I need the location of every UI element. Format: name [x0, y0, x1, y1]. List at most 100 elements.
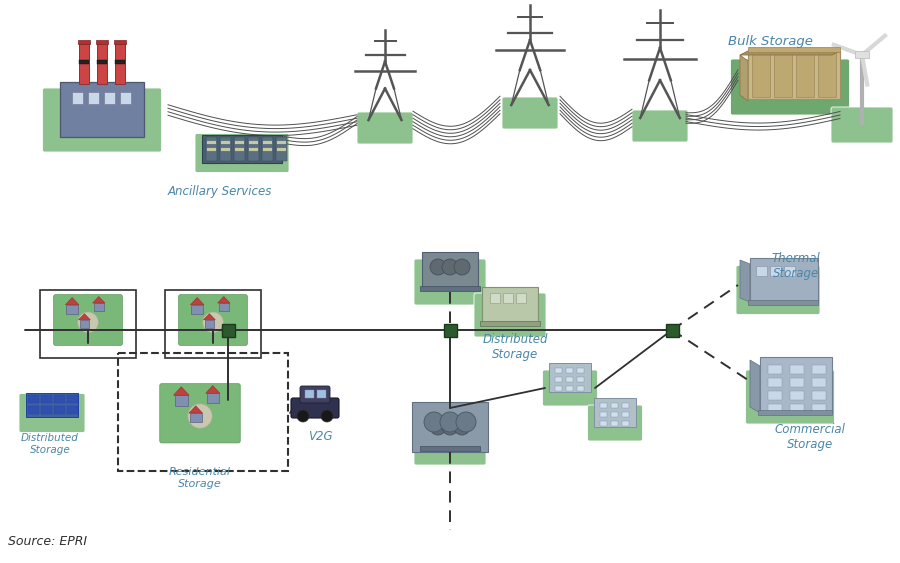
- Circle shape: [454, 419, 470, 435]
- Bar: [207, 141, 216, 144]
- Bar: [219, 303, 229, 311]
- Bar: [768, 365, 782, 374]
- Bar: [855, 51, 869, 58]
- FancyBboxPatch shape: [502, 97, 558, 129]
- FancyBboxPatch shape: [19, 394, 85, 432]
- Circle shape: [77, 312, 98, 333]
- Bar: [784, 266, 795, 276]
- Bar: [577, 368, 584, 373]
- Text: Residential
Storage: Residential Storage: [169, 467, 231, 489]
- Bar: [165, 290, 261, 358]
- Text: Commercial
Storage: Commercial Storage: [775, 423, 845, 451]
- Bar: [115, 42, 125, 84]
- Bar: [317, 390, 326, 398]
- Bar: [67, 305, 78, 314]
- Bar: [750, 258, 818, 302]
- Circle shape: [456, 412, 476, 432]
- Bar: [221, 148, 230, 150]
- Bar: [78, 40, 90, 44]
- Bar: [480, 321, 540, 326]
- Bar: [420, 446, 480, 451]
- Text: Ancillary Services: Ancillary Services: [167, 185, 272, 198]
- Bar: [220, 137, 231, 161]
- Bar: [622, 403, 629, 408]
- Bar: [221, 141, 230, 144]
- Bar: [482, 287, 538, 323]
- Bar: [566, 386, 573, 391]
- Bar: [412, 402, 488, 452]
- Bar: [277, 148, 286, 150]
- Bar: [54, 395, 65, 403]
- Bar: [600, 421, 607, 426]
- Polygon shape: [191, 297, 204, 305]
- Bar: [72, 92, 83, 104]
- Text: Distributed
Storage: Distributed Storage: [21, 433, 79, 454]
- Bar: [812, 404, 826, 413]
- Bar: [276, 137, 287, 161]
- Bar: [94, 303, 104, 311]
- Bar: [555, 368, 562, 373]
- Bar: [207, 148, 216, 150]
- Bar: [812, 391, 826, 400]
- Bar: [96, 40, 108, 44]
- FancyBboxPatch shape: [736, 266, 820, 315]
- Bar: [249, 148, 258, 150]
- Circle shape: [442, 419, 458, 435]
- Polygon shape: [740, 51, 840, 55]
- Polygon shape: [93, 297, 105, 303]
- Bar: [190, 413, 202, 422]
- FancyBboxPatch shape: [160, 383, 240, 443]
- Text: Thermal
Storage: Thermal Storage: [771, 252, 821, 280]
- Bar: [555, 386, 562, 391]
- Bar: [422, 252, 478, 288]
- Bar: [594, 398, 636, 427]
- Bar: [263, 141, 272, 144]
- Bar: [234, 137, 245, 161]
- Polygon shape: [740, 260, 750, 302]
- FancyBboxPatch shape: [831, 107, 893, 143]
- Bar: [748, 47, 840, 52]
- Bar: [566, 377, 573, 382]
- Circle shape: [297, 410, 309, 422]
- Bar: [115, 60, 125, 64]
- Bar: [204, 320, 214, 328]
- Bar: [422, 412, 478, 448]
- Bar: [192, 305, 202, 314]
- Circle shape: [424, 412, 444, 432]
- Bar: [120, 92, 131, 104]
- Bar: [768, 404, 782, 413]
- Bar: [175, 395, 188, 406]
- Bar: [790, 365, 804, 374]
- Bar: [88, 92, 99, 104]
- Bar: [790, 378, 804, 387]
- Bar: [812, 378, 826, 387]
- Polygon shape: [189, 406, 202, 413]
- Polygon shape: [218, 297, 230, 303]
- Bar: [577, 377, 584, 382]
- Bar: [665, 324, 679, 337]
- Circle shape: [321, 410, 333, 422]
- Bar: [790, 404, 804, 413]
- Bar: [752, 53, 770, 97]
- Bar: [118, 353, 288, 471]
- Bar: [577, 386, 584, 391]
- Bar: [600, 412, 607, 417]
- Bar: [41, 406, 52, 414]
- Bar: [235, 148, 244, 150]
- Bar: [67, 395, 78, 403]
- FancyBboxPatch shape: [731, 59, 850, 115]
- Bar: [490, 293, 500, 303]
- FancyBboxPatch shape: [745, 370, 834, 424]
- FancyBboxPatch shape: [357, 112, 413, 144]
- FancyBboxPatch shape: [291, 398, 339, 418]
- Bar: [40, 290, 136, 358]
- Text: Source: EPRI: Source: EPRI: [8, 535, 87, 548]
- Bar: [79, 60, 89, 64]
- Bar: [622, 412, 629, 417]
- Bar: [611, 412, 618, 417]
- Polygon shape: [750, 360, 760, 413]
- Bar: [758, 410, 832, 415]
- Bar: [812, 365, 826, 374]
- Circle shape: [430, 419, 446, 435]
- Bar: [79, 320, 89, 328]
